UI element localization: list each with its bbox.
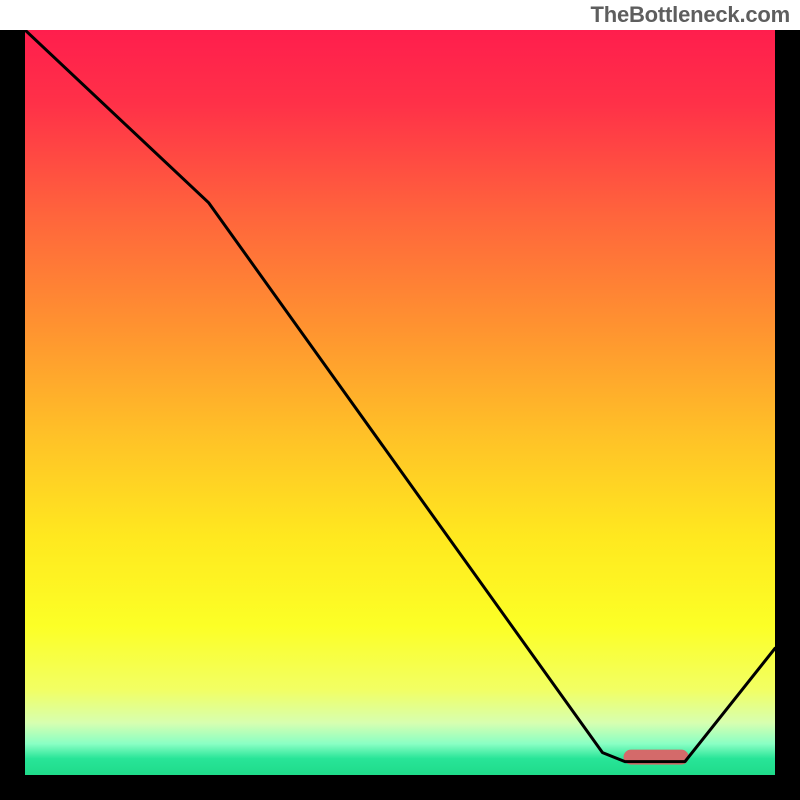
plot-frame <box>25 30 775 775</box>
bottleneck-chart <box>25 30 775 775</box>
watermark-bar: TheBottleneck.com <box>0 0 800 30</box>
watermark-text: TheBottleneck.com <box>590 2 790 28</box>
chart-container: TheBottleneck.com <box>0 0 800 800</box>
gradient-background <box>25 30 775 775</box>
